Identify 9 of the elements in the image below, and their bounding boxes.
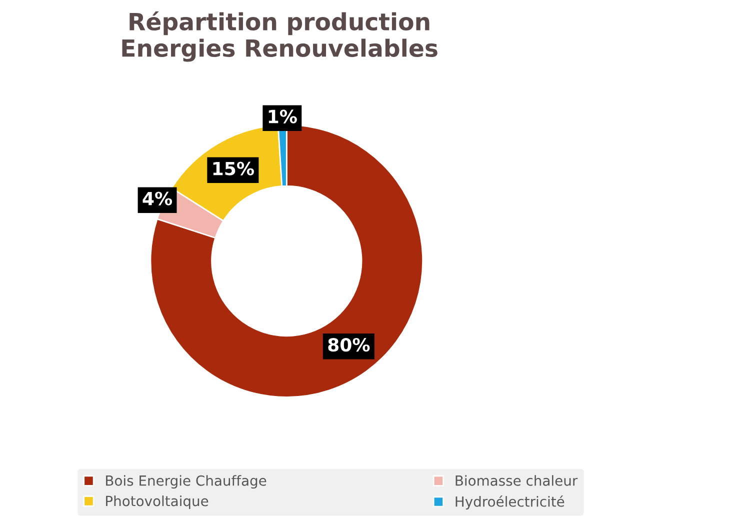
data-label: 4%: [142, 192, 172, 206]
legend-label: Biomasse chaleur: [456, 475, 578, 486]
legend-label: Photovoltaique: [106, 496, 208, 509]
data-label: 1%: [268, 110, 297, 124]
legend-label: Hydroélectricité: [456, 496, 564, 510]
data-label: 15%: [213, 162, 254, 176]
chart-title: Répartition production Energies Renouvelables: [122, 11, 438, 62]
data-label: 80%: [328, 338, 370, 352]
legend-label: Bois Energie Chauffage: [106, 475, 266, 489]
